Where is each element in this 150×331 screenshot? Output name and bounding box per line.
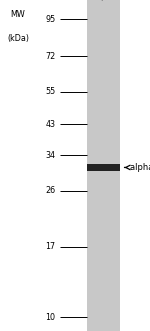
Text: (kDa): (kDa): [7, 34, 29, 43]
Text: 95: 95: [45, 15, 56, 24]
Text: 26: 26: [45, 186, 56, 195]
Bar: [87, 164, 120, 171]
Text: 72: 72: [45, 52, 56, 61]
Text: 17: 17: [45, 242, 56, 252]
Text: Rat liver: Rat liver: [98, 0, 132, 2]
Text: alpha TTP: alpha TTP: [130, 163, 150, 172]
Bar: [87, 0, 120, 331]
Text: 10: 10: [45, 312, 56, 322]
Text: 34: 34: [45, 151, 56, 160]
Text: 43: 43: [45, 120, 56, 129]
Text: 55: 55: [45, 87, 56, 96]
Text: MW: MW: [11, 10, 25, 20]
